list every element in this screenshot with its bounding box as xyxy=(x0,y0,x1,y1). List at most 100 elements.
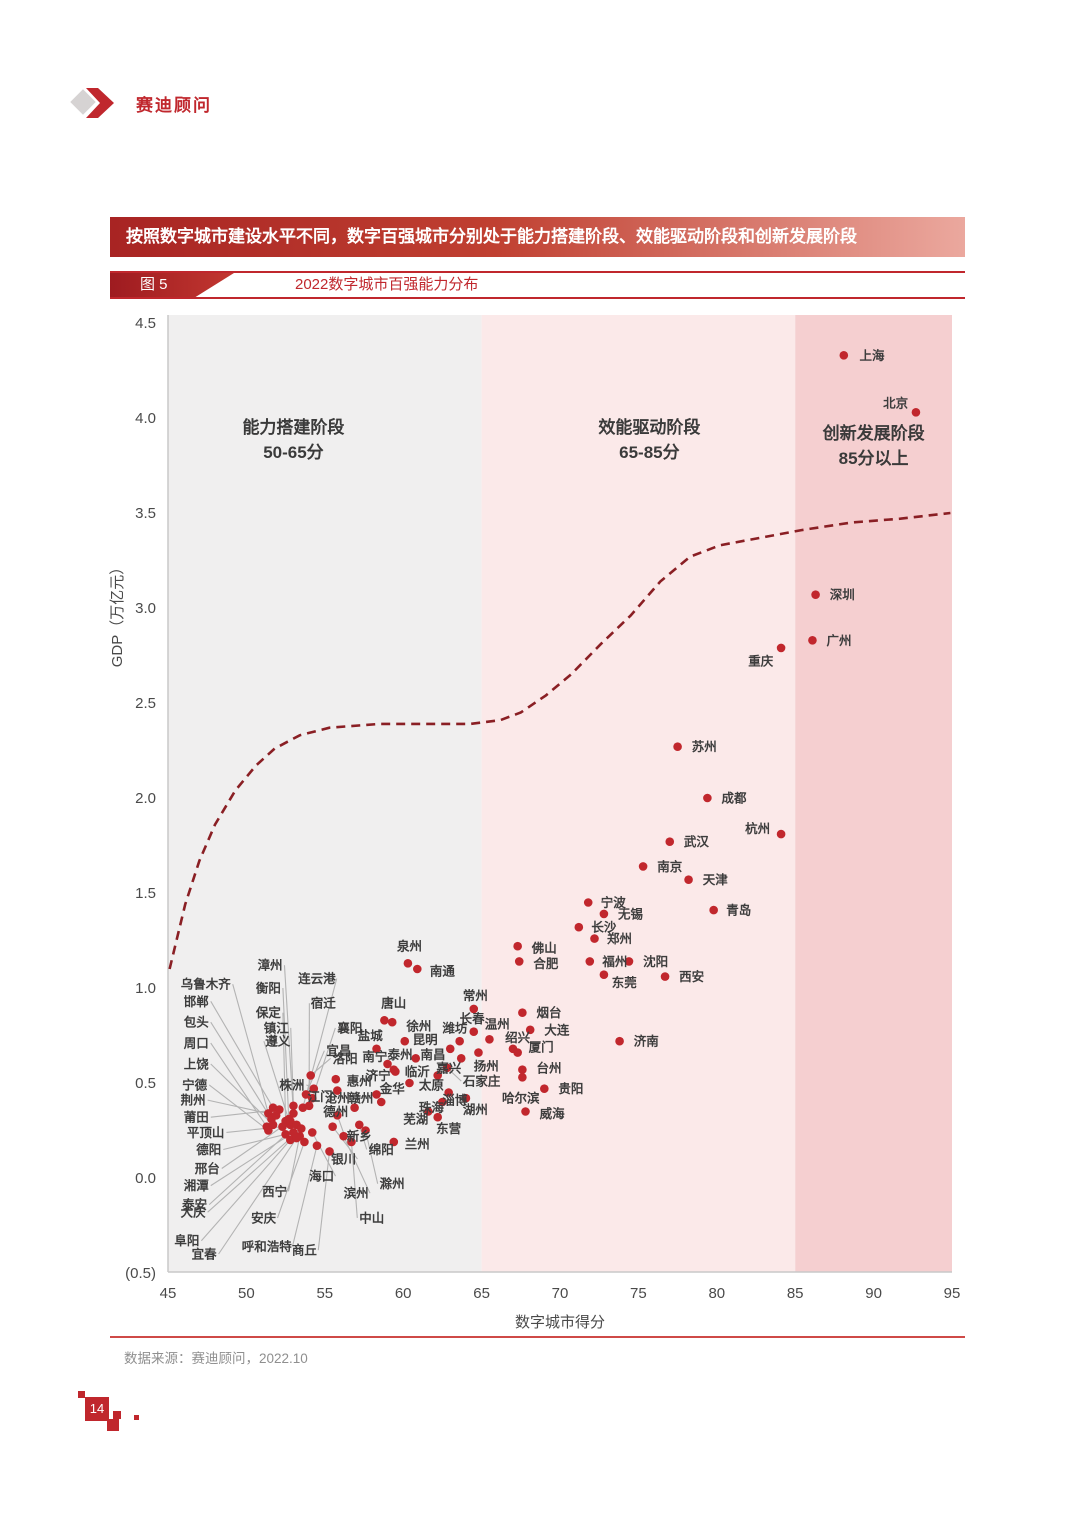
city-dot xyxy=(275,1105,284,1114)
city-label: 镇江 xyxy=(264,1020,290,1035)
city-label: 广州 xyxy=(827,633,852,648)
city-label: 莆田 xyxy=(184,1110,209,1125)
leader-line xyxy=(207,1128,302,1213)
city-dot xyxy=(518,1008,527,1017)
city-dot xyxy=(339,1131,348,1141)
leader-line xyxy=(282,987,290,1120)
figure-title: 2022数字城市百强能力分布 xyxy=(295,276,479,293)
leader-line xyxy=(208,1124,297,1206)
city-label: 东营 xyxy=(436,1121,462,1136)
city-dot xyxy=(376,1097,386,1107)
city-dot xyxy=(325,1147,334,1156)
leader-line xyxy=(350,1141,358,1218)
city-dot xyxy=(574,922,584,932)
city-label: 青岛 xyxy=(726,903,751,918)
leader-line xyxy=(210,1042,268,1128)
leader-line xyxy=(332,1126,358,1160)
decor-square xyxy=(134,1415,139,1420)
city-dot xyxy=(289,1109,298,1118)
city-label: 西安 xyxy=(679,969,704,984)
city-label: 呼和浩特 xyxy=(242,1239,293,1254)
city-label: 泉州 xyxy=(396,939,422,954)
city-dot xyxy=(456,1054,466,1063)
y-tick-label: 4.0 xyxy=(135,410,156,427)
city-label: 临沂 xyxy=(405,1064,431,1079)
city-dot xyxy=(347,1137,356,1147)
city-dot xyxy=(300,1137,309,1147)
y-tick-label: 1.0 xyxy=(135,980,156,997)
x-tick-label: 75 xyxy=(630,1285,647,1302)
city-label: 合肥 xyxy=(533,956,559,971)
city-label: 珠海 xyxy=(419,1100,445,1115)
caption-top-rule xyxy=(110,271,965,273)
city-label: 兰州 xyxy=(405,1136,430,1151)
city-dot xyxy=(433,1071,442,1080)
city-label: 成都 xyxy=(722,791,748,806)
city-dot xyxy=(333,1086,342,1095)
city-dot xyxy=(328,1122,337,1131)
city-dot xyxy=(380,1016,389,1025)
x-axis-title: 数字城市得分 xyxy=(515,1314,605,1331)
city-dot xyxy=(281,1130,290,1139)
capability-distribution-scatter-chart: 能力搭建阶段 50-65分 效能驱动阶段 65-85分 创新发展阶段 85分以上 上海北京深… xyxy=(109,315,960,1331)
city-label: 泰州 xyxy=(387,1047,413,1062)
leader-line xyxy=(210,1131,294,1187)
city-dot xyxy=(264,1126,273,1135)
zone-label: 能力搭建阶段 xyxy=(242,417,344,437)
city-label: 无锡 xyxy=(617,906,644,921)
city-label: 大连 xyxy=(544,1022,570,1037)
city-dot xyxy=(423,1107,433,1116)
decor-square xyxy=(113,1411,121,1419)
leader-line xyxy=(310,1057,331,1076)
leader-line xyxy=(210,1001,274,1108)
city-dot xyxy=(389,1137,399,1147)
city-label: 嘉兴 xyxy=(435,1060,462,1075)
city-dot xyxy=(461,1093,471,1103)
city-dot xyxy=(312,1141,322,1150)
city-label: 江门 xyxy=(308,1089,333,1104)
city-dot xyxy=(638,862,648,871)
leader-line xyxy=(311,1132,337,1177)
city-dot xyxy=(413,964,422,974)
city-dot xyxy=(665,837,675,846)
y-tick-label: 2.0 xyxy=(135,790,156,807)
x-tick-label: 55 xyxy=(316,1285,333,1302)
city-label: 沧州 xyxy=(325,1091,350,1106)
city-label: 昆明 xyxy=(413,1032,438,1047)
city-label: 石家庄 xyxy=(462,1074,501,1089)
zone-range-label: 85分以上 xyxy=(839,449,909,468)
leader-line xyxy=(302,978,338,1108)
city-label: 武汉 xyxy=(684,834,710,849)
city-dot xyxy=(583,898,593,907)
x-tick-label: 50 xyxy=(238,1285,255,1302)
city-dot xyxy=(709,905,718,915)
city-label: 哈尔滨 xyxy=(502,1091,540,1106)
x-tick-label: 45 xyxy=(160,1285,177,1302)
city-label: 绵阳 xyxy=(369,1142,394,1157)
city-label: 衡阳 xyxy=(256,981,281,996)
y-tick-label: 0.0 xyxy=(135,1170,156,1187)
city-dot xyxy=(387,1017,397,1027)
city-label: 大庆 xyxy=(181,1205,207,1220)
city-label: 阜阳 xyxy=(174,1233,199,1248)
caption-bottom-rule xyxy=(110,297,965,299)
x-tick-label: 80 xyxy=(708,1285,725,1302)
city-dot xyxy=(411,1054,421,1063)
city-dot xyxy=(660,972,670,981)
city-label: 贵阳 xyxy=(558,1081,583,1096)
city-label: 南通 xyxy=(430,963,456,978)
city-label: 沈阳 xyxy=(643,954,668,969)
city-label: 宿迁 xyxy=(311,996,337,1011)
city-dot xyxy=(485,1035,494,1044)
city-dot xyxy=(307,1128,317,1137)
city-label: 周口 xyxy=(184,1037,209,1051)
city-label: 盐城 xyxy=(358,1028,384,1043)
decor-square xyxy=(78,1391,85,1398)
city-label: 安庆 xyxy=(251,1210,277,1225)
city-dot xyxy=(599,909,609,919)
city-label: 海口 xyxy=(309,1169,334,1184)
city-label: 邢台 xyxy=(195,1161,220,1176)
leader-line xyxy=(210,1063,274,1126)
city-dot xyxy=(673,742,682,751)
city-dot xyxy=(525,1025,535,1035)
